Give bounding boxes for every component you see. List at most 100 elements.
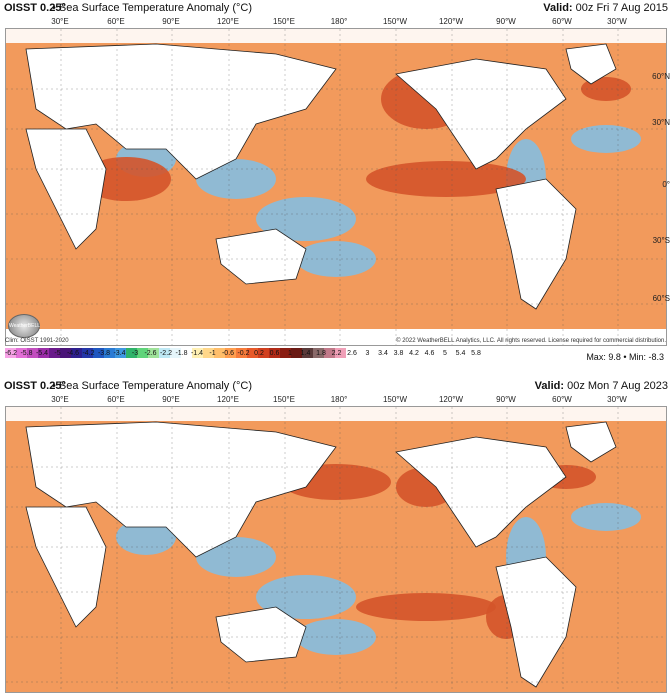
lat-label: 60°N [652,72,670,81]
lon-label: 60°E [107,395,125,404]
lon-label: 180° [330,395,348,404]
longitude-labels: 30°E 60°E 90°E 120°E 150°E 180° 150°W 120°W 90°W… [0,17,672,28]
colorbar-swatch [159,348,170,358]
sst-anomaly-map-2015[interactable] [5,28,667,346]
header-2015: OISST 0.25° • Sea Surface Temperature An… [0,0,672,17]
lon-label: 150°E [273,395,295,404]
colorbar-swatch [313,348,324,358]
cool-anomaly [116,519,176,555]
climatology-note: Clim: OISST 1991-2020 [5,338,69,344]
colorbar-swatch [170,348,181,358]
product-description: • Sea Surface Temperature Anomaly (°C) [52,2,253,14]
weatherbell-logo: WeatherBELL [8,314,40,338]
colorbar-swatch [60,348,71,358]
cool-anomaly [571,125,641,153]
colorbar-swatch [49,348,60,358]
max-min-values: Max: 9.8 • Min: -8.3 [586,352,664,362]
lon-label: 150°E [273,17,295,26]
landmass [25,506,107,628]
colorbar-swatch [203,348,214,358]
colorbar-tick: -4.2 [82,350,95,357]
colorbar-swatch [5,348,16,358]
arctic-ice [6,407,666,421]
product-title: OISST 0.25° [4,380,66,392]
lon-label: 180° [330,17,348,26]
colorbar-ticks: -6.2 -5.8 -5.4 -5 -4.6 -4.2 -3.8 -3.4 -3 -2.6 -2.2… [5,350,485,360]
colorbar-swatch [115,348,126,358]
landmass [395,436,567,548]
landmass [395,58,567,170]
product-title: OISST 0.25° [4,2,66,14]
landmass [565,43,617,85]
landmass [215,228,307,285]
antarctica [6,329,666,345]
landmass [215,606,307,663]
colorbar-swatch [214,348,225,358]
colorbar-tick: -1 [209,350,216,357]
lon-label: 90°W [496,395,516,404]
colorbar-tick: 5.8 [471,350,481,357]
valid-time: Valid: 00z Mon 7 Aug 2023 [534,380,668,392]
colorbar-tick: -6.2 [4,350,18,357]
lat-label: 30°N [652,118,670,127]
colorbar-tick: 4.6 [424,350,435,357]
cool-anomaly [256,575,356,619]
colorbar-tick: 4.2 [409,350,419,357]
lon-label: 30°W [607,395,627,404]
map-footer: Clim: OISST 1991-2020 © 2022 WeatherBELL… [0,338,672,348]
lat-label: 30°S [652,236,670,245]
colorbar-swatch [137,348,148,358]
colorbar-tick: 1.4 [300,350,311,357]
lon-label: 60°W [552,395,572,404]
colorbar-swatch [181,348,192,358]
colorbar-tick: -1.8 [175,350,188,357]
colorbar-swatch [148,348,159,358]
colorbar-tick: 1 [288,350,292,357]
colorbar-swatch [93,348,104,358]
copyright-note: © 2022 WeatherBELL Analytics, LLC. All r… [396,338,666,344]
colorbar-swatch [258,348,269,358]
colorbar-swatch [324,348,335,358]
cool-anomaly [571,503,641,531]
warm-anomaly [356,593,496,621]
landmass [495,556,577,688]
colorbar-tick: -3 [131,350,139,357]
colorbar-tick: -0.6 [221,350,235,357]
colorbar-tick: 0.2 [254,350,264,357]
landmass [25,128,107,250]
colorbar-tick: -3.8 [97,350,111,357]
colorbar [5,348,346,358]
colorbar-swatch [82,348,93,358]
colorbar-swatch [104,348,115,358]
lon-label: 150°W [382,17,408,26]
colorbar-tick: -1.4 [190,350,204,357]
colorbar-tick: -5.8 [20,350,33,357]
valid-time: Valid: 00z Fri 7 Aug 2015 [543,2,668,14]
lon-label: 90°W [496,17,516,26]
product-description: • Sea Surface Temperature Anomaly (°C) [52,380,253,392]
colorbar-tick: -2.6 [144,350,157,357]
colorbar-tick: -3.4 [113,350,126,357]
lat-label: 60°S [652,294,670,303]
colorbar-tick: 3 [365,350,370,357]
header-2023: OISST 0.25° • Sea Surface Temperature An… [0,378,672,395]
colorbar-swatch [16,348,27,358]
lon-label: 90°E [162,395,180,404]
colorbar-tick: 3.4 [378,350,388,357]
colorbar-tick: 2.6 [347,350,357,357]
panel-2015: OISST 0.25° • Sea Surface Temperature An… [0,0,672,362]
lon-label: 120°E [217,395,239,404]
landmass [495,178,577,310]
lon-label: 60°W [552,17,572,26]
colorbar-swatch [247,348,258,358]
colorbar-tick: 1.8 [316,350,326,357]
colorbar-tick: -4.6 [66,350,80,357]
colorbar-tick: 3.8 [393,350,404,357]
colorbar-tick: 5 [443,350,447,357]
colorbar-tick: 2.2 [331,350,342,357]
lat-label: 0° [662,180,670,189]
colorbar-swatch [280,348,291,358]
sst-anomaly-map-2023[interactable] [5,406,667,693]
colorbar-swatch [126,348,137,358]
colorbar-swatch [302,348,313,358]
